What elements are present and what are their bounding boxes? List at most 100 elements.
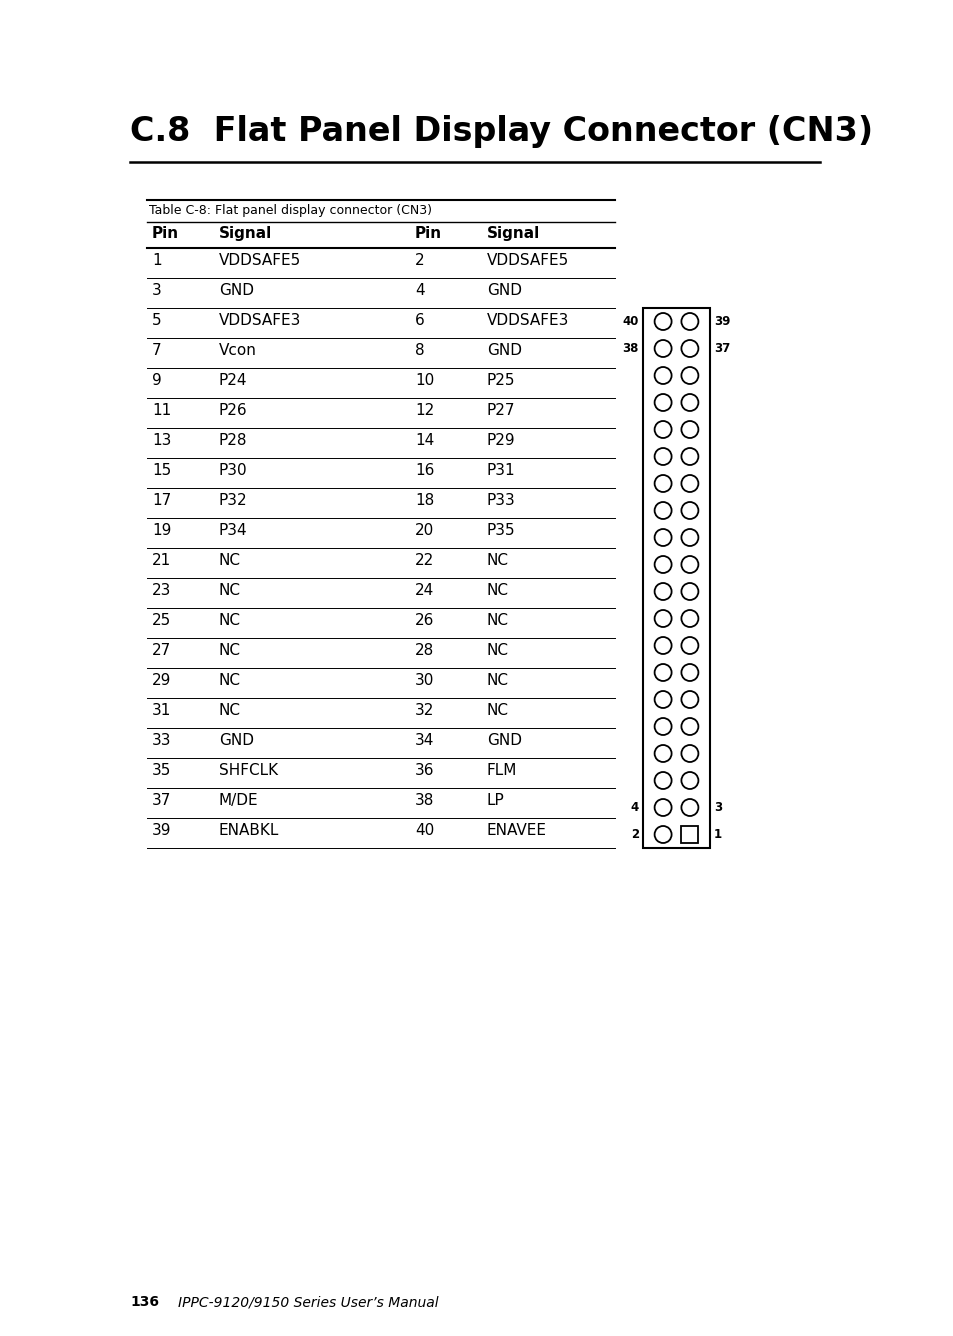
Text: 2: 2 (630, 828, 639, 840)
Text: P24: P24 (219, 373, 247, 387)
Circle shape (680, 664, 698, 681)
Text: 2: 2 (415, 253, 424, 269)
Text: GND: GND (486, 733, 521, 748)
Text: P29: P29 (486, 433, 515, 448)
Text: 3: 3 (713, 802, 721, 814)
Circle shape (654, 611, 671, 627)
Text: Pin: Pin (152, 226, 179, 240)
Circle shape (654, 717, 671, 735)
Circle shape (654, 637, 671, 655)
Text: P34: P34 (219, 522, 248, 538)
Text: NC: NC (219, 703, 241, 717)
Text: 11: 11 (152, 403, 172, 418)
Text: 33: 33 (152, 733, 172, 748)
Circle shape (680, 745, 698, 762)
Circle shape (654, 826, 671, 843)
Text: 5: 5 (152, 313, 161, 329)
Circle shape (680, 476, 698, 492)
Text: 24: 24 (415, 582, 434, 599)
Text: NC: NC (486, 703, 509, 717)
Circle shape (654, 313, 671, 330)
Circle shape (680, 529, 698, 546)
Text: Pin: Pin (415, 226, 441, 240)
Text: P26: P26 (219, 403, 248, 418)
Text: NC: NC (486, 673, 509, 688)
Text: 28: 28 (415, 643, 434, 659)
Text: 21: 21 (152, 553, 172, 568)
Text: 1: 1 (713, 828, 721, 840)
Circle shape (654, 799, 671, 816)
Text: 23: 23 (152, 582, 172, 599)
Text: P32: P32 (219, 493, 248, 508)
Text: VDDSAFE3: VDDSAFE3 (486, 313, 569, 329)
Text: 38: 38 (622, 342, 639, 355)
Circle shape (654, 745, 671, 762)
Circle shape (680, 367, 698, 383)
Text: 38: 38 (415, 794, 434, 808)
Text: P27: P27 (486, 403, 515, 418)
Text: 26: 26 (415, 613, 434, 628)
Text: NC: NC (219, 613, 241, 628)
Text: 17: 17 (152, 493, 172, 508)
Text: 25: 25 (152, 613, 172, 628)
Circle shape (680, 772, 698, 790)
Text: VDDSAFE5: VDDSAFE5 (219, 253, 301, 269)
Text: IPPC-9120/9150 Series User’s Manual: IPPC-9120/9150 Series User’s Manual (178, 1295, 438, 1309)
Text: 3: 3 (152, 283, 162, 298)
Text: ENAVEE: ENAVEE (486, 823, 546, 838)
Text: 6: 6 (415, 313, 424, 329)
Text: 32: 32 (415, 703, 434, 717)
Circle shape (654, 421, 671, 438)
Circle shape (654, 502, 671, 518)
Text: 4: 4 (630, 802, 639, 814)
Text: 31: 31 (152, 703, 172, 717)
Text: 16: 16 (415, 464, 434, 478)
Circle shape (654, 367, 671, 383)
Circle shape (654, 339, 671, 357)
Circle shape (680, 313, 698, 330)
Bar (642, 309, 709, 848)
Text: Signal: Signal (219, 226, 272, 240)
Text: SHFCLK: SHFCLK (219, 763, 278, 778)
Text: P35: P35 (486, 522, 515, 538)
Circle shape (654, 529, 671, 546)
Text: 136: 136 (130, 1295, 159, 1309)
Text: 14: 14 (415, 433, 434, 448)
Text: VDDSAFE3: VDDSAFE3 (219, 313, 301, 329)
Circle shape (680, 582, 698, 600)
Text: NC: NC (486, 613, 509, 628)
Text: NC: NC (219, 553, 241, 568)
Circle shape (654, 772, 671, 790)
Bar (680, 826, 698, 843)
Text: GND: GND (486, 343, 521, 358)
Text: 8: 8 (415, 343, 424, 358)
Text: GND: GND (219, 733, 253, 748)
Text: 39: 39 (713, 315, 730, 329)
Circle shape (680, 717, 698, 735)
Text: 15: 15 (152, 464, 172, 478)
Text: LP: LP (486, 794, 504, 808)
Text: M/DE: M/DE (219, 794, 258, 808)
Text: 13: 13 (152, 433, 172, 448)
Text: FLM: FLM (486, 763, 517, 778)
Text: P28: P28 (219, 433, 247, 448)
Text: 30: 30 (415, 673, 434, 688)
Circle shape (680, 339, 698, 357)
Text: P33: P33 (486, 493, 516, 508)
Text: NC: NC (486, 643, 509, 659)
Text: VDDSAFE5: VDDSAFE5 (486, 253, 569, 269)
Text: GND: GND (486, 283, 521, 298)
Circle shape (654, 582, 671, 600)
Text: NC: NC (219, 582, 241, 599)
Circle shape (680, 448, 698, 465)
Text: 36: 36 (415, 763, 434, 778)
Text: 4: 4 (415, 283, 424, 298)
Text: NC: NC (486, 553, 509, 568)
Text: 37: 37 (152, 794, 172, 808)
Text: P25: P25 (486, 373, 515, 387)
Text: 7: 7 (152, 343, 161, 358)
Text: 40: 40 (415, 823, 434, 838)
Circle shape (680, 691, 698, 708)
Circle shape (680, 637, 698, 655)
Text: 19: 19 (152, 522, 172, 538)
